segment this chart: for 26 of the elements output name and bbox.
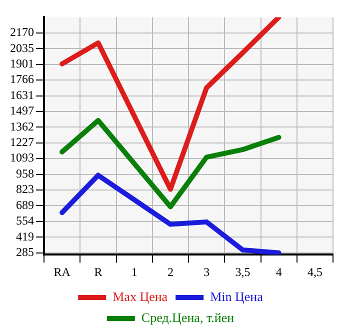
y-tick-label: 554 [16, 214, 34, 228]
x-tick-label: 3 [204, 264, 210, 279]
y-tick-label: 285 [16, 245, 34, 260]
y-tick-label: 419 [16, 229, 34, 244]
x-tick-label: 4,5 [307, 264, 322, 279]
x-tick-label: 4 [276, 264, 282, 279]
y-tick-label: 958 [16, 166, 34, 180]
y-tick-label: 1766 [10, 72, 34, 86]
y-tick-label: 2170 [10, 25, 34, 40]
legend-label: Min Цена [210, 288, 264, 304]
y-tick-label: 1227 [10, 135, 34, 150]
x-tick-label: 1 [131, 264, 138, 279]
x-tick-label: 3,5 [235, 264, 250, 279]
x-tick-label: RA [54, 264, 71, 279]
x-tick-label: R [94, 264, 102, 279]
y-tick-label: 1901 [10, 56, 34, 70]
legend-label: Сред.Цена, т.йен [141, 310, 234, 325]
y-tick-label: 1093 [10, 150, 34, 165]
y-tick-label: 1362 [10, 119, 34, 134]
x-tick-label: 2 [167, 264, 174, 279]
y-tick-label: 689 [16, 198, 34, 212]
y-tick-label: 1497 [10, 104, 34, 118]
y-tick-label: 2035 [10, 40, 34, 55]
legend-label: Max Цена [112, 288, 168, 304]
y-tick-label: 823 [16, 182, 34, 196]
y-tick-label: 1631 [10, 88, 34, 102]
